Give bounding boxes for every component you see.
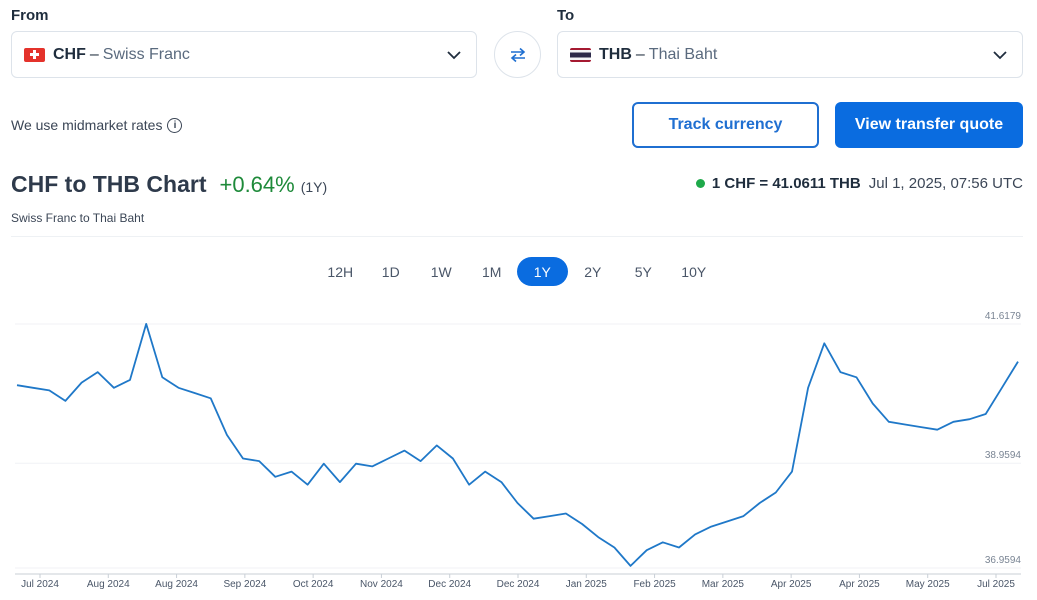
- chart-heading: CHF to THB Chart +0.64% (1Y): [11, 171, 327, 198]
- rate-series-line: [16, 322, 1019, 567]
- x-tick-label: Aug 2024: [155, 579, 198, 590]
- from-currency-code: CHF: [53, 45, 86, 63]
- midmarket-note: We use midmarket rates i: [11, 117, 183, 133]
- x-tick-label: Apr 2025: [839, 579, 880, 590]
- to-currency-select[interactable]: THB – Thai Baht: [557, 31, 1023, 78]
- divider: [11, 236, 1023, 237]
- period-tabs: 12H 1D 1W 1M 1Y 2Y 5Y 10Y: [315, 257, 719, 286]
- live-status-dot: [695, 179, 705, 188]
- x-tick-label: Apr 2025: [771, 579, 812, 590]
- chart-subtitle: Swiss Franc to Thai Baht: [11, 211, 145, 225]
- exchange-rate-chart: 41.6179 38.9594 36.9594 Jul 2024 Aug 2024 Aug…: [15, 311, 1022, 590]
- from-currency-select[interactable]: CHF – Swiss Franc: [11, 31, 477, 78]
- from-label: From: [11, 7, 49, 24]
- x-tick-label: Mar 2025: [702, 579, 745, 590]
- thailand-flag-icon: [570, 47, 591, 62]
- to-label: To: [557, 7, 575, 24]
- track-currency-button[interactable]: Track currency: [632, 102, 819, 148]
- swap-arrows-icon: [510, 47, 525, 62]
- to-currency-code: THB: [599, 45, 632, 63]
- rate-timestamp: Jul 1, 2025, 07:56 UTC: [868, 175, 1023, 192]
- rate-value: 1 CHF = 41.0611 THB: [711, 175, 861, 192]
- from-dash: –: [89, 45, 99, 63]
- tab-1y[interactable]: 1Y: [517, 257, 568, 286]
- x-tick-label: May 2025: [906, 579, 950, 590]
- swap-currencies-button[interactable]: [494, 31, 541, 78]
- tab-1w[interactable]: 1W: [430, 263, 452, 280]
- to-dash: –: [635, 45, 645, 63]
- x-tick-label: Jul 2025: [977, 579, 1015, 590]
- x-tick-label: Dec 2024: [497, 579, 540, 590]
- y-tick-label: 38.9594: [985, 450, 1022, 461]
- x-tick-label: Oct 2024: [293, 579, 334, 590]
- x-tick-label: Sep 2024: [223, 579, 266, 590]
- x-tick-label: Aug 2024: [87, 579, 130, 590]
- midmarket-text: We use midmarket rates: [11, 117, 163, 133]
- tab-1d[interactable]: 1D: [381, 263, 400, 280]
- tab-2y[interactable]: 2Y: [584, 263, 602, 280]
- chart-title: CHF to THB Chart: [11, 171, 207, 197]
- to-currency-name: Thai Baht: [648, 45, 718, 63]
- x-tick-label: Jan 2025: [566, 579, 608, 590]
- from-currency-name: Swiss Franc: [102, 45, 190, 63]
- tab-10y[interactable]: 10Y: [681, 263, 707, 280]
- x-tick-label: Nov 2024: [360, 579, 403, 590]
- tab-12h[interactable]: 12H: [327, 263, 354, 280]
- chevron-down-icon: [447, 51, 461, 60]
- x-tick-label: Dec 2024: [428, 579, 471, 590]
- current-rate: 1 CHF = 41.0611 THB Jul 1, 2025, 07:56 U…: [695, 175, 1023, 192]
- x-tick-label: Feb 2025: [633, 579, 676, 590]
- view-transfer-quote-button[interactable]: View transfer quote: [835, 102, 1023, 148]
- switzerland-flag-icon: [24, 47, 45, 62]
- change-period: (1Y): [300, 179, 328, 195]
- x-tick-label: Jul 2024: [21, 579, 59, 590]
- info-icon[interactable]: i: [167, 117, 183, 133]
- chevron-down-icon: [993, 51, 1007, 60]
- tab-1m[interactable]: 1M: [482, 263, 502, 280]
- percent-change: +0.64%: [219, 172, 295, 197]
- y-tick-label: 41.6179: [985, 311, 1022, 322]
- y-tick-label: 36.9594: [985, 555, 1022, 566]
- tab-5y[interactable]: 5Y: [634, 263, 652, 280]
